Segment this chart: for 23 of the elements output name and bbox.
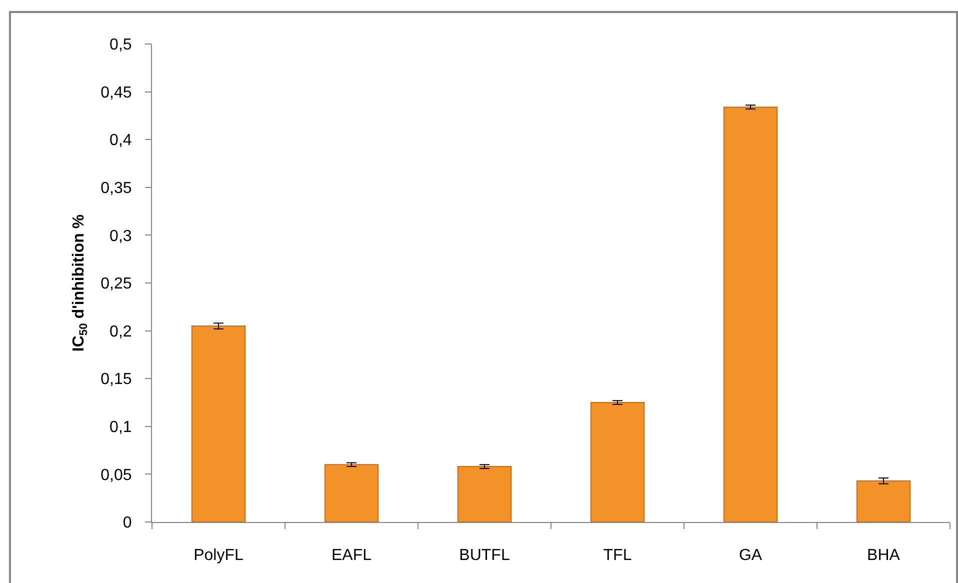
y-tick-label: 0,3 [110,228,132,245]
y-tick-label: 0,15 [100,371,132,388]
y-tick-label: 0,5 [110,36,132,54]
x-tick-label: BHA [867,547,900,564]
bar [457,466,512,522]
y-tick-label: 0,25 [100,276,132,293]
x-tick-label: EAFL [331,547,372,564]
x-tick-label: BUTFL [459,547,510,564]
y-tick-label: 0,2 [110,323,132,340]
bar [324,464,379,522]
bar [590,402,645,522]
y-tick-label: 0,35 [100,180,132,197]
y-tick-label: 0,1 [110,419,132,436]
x-tick-label: PolyFL [194,547,244,564]
x-tick-label: TFL [603,547,632,564]
y-tick-label: 0,05 [100,466,132,484]
y-tick-label: 0,45 [100,84,132,102]
y-tick-label: 0,4 [110,132,132,150]
x-tick-label: GA [738,547,762,564]
bar [856,480,911,522]
bar [191,326,246,522]
bar [723,106,778,522]
y-tick-label: 0 [122,514,132,532]
